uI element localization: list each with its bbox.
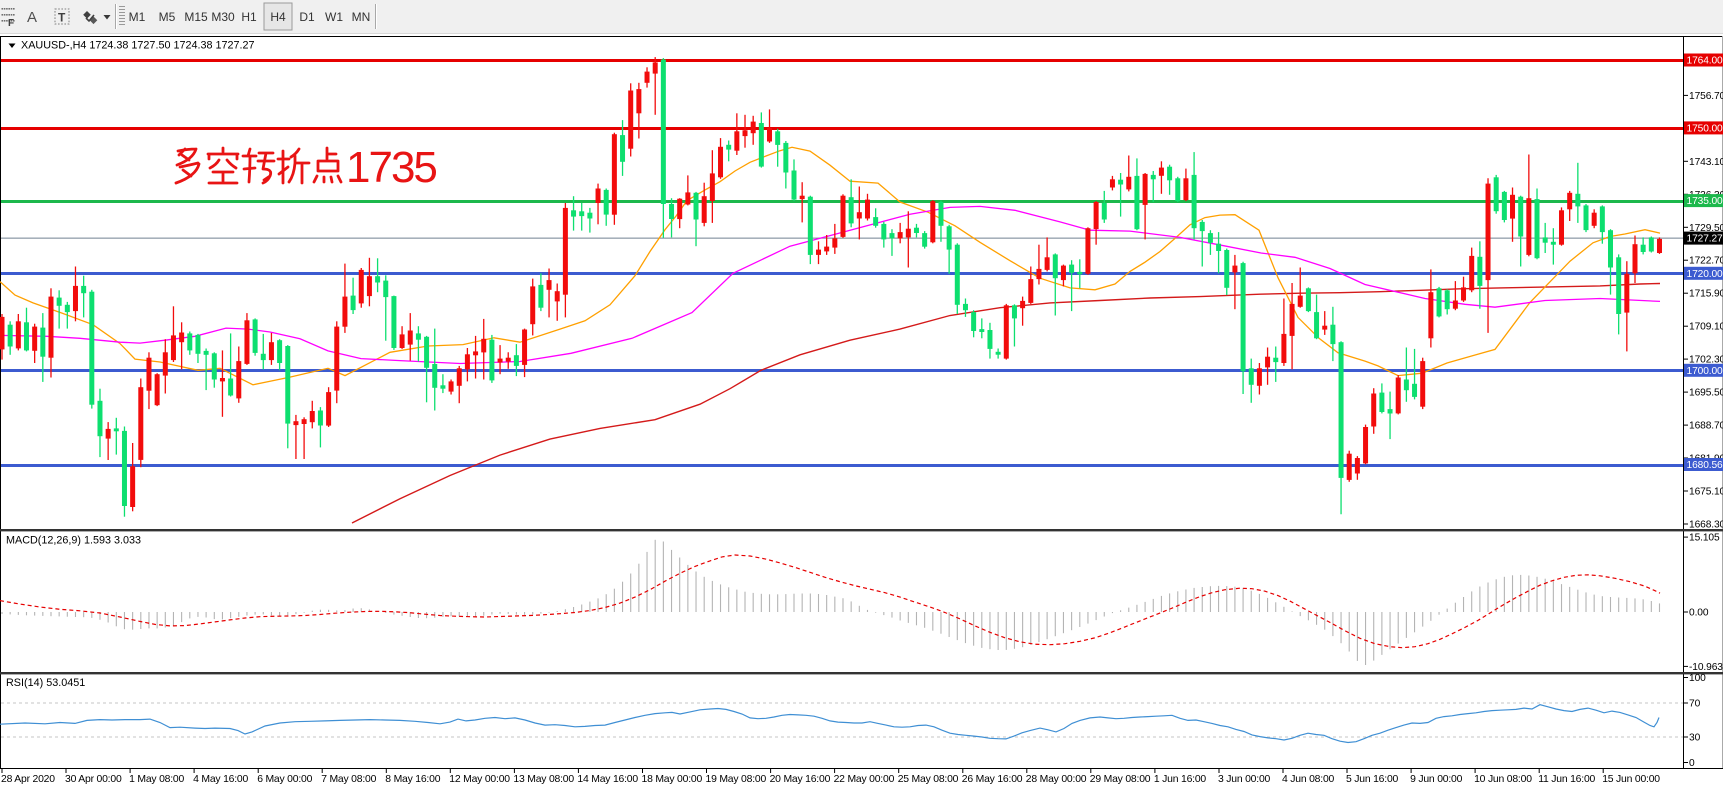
svg-text:M15: M15: [184, 10, 208, 24]
svg-text:13 May 08:00: 13 May 08:00: [513, 774, 574, 785]
svg-text:-10.963: -10.963: [1689, 662, 1723, 673]
svg-text:H1: H1: [241, 10, 257, 24]
svg-text:1675.10: 1675.10: [1689, 487, 1723, 498]
svg-text:1702.30: 1702.30: [1689, 355, 1723, 366]
svg-text:1715.90: 1715.90: [1689, 289, 1723, 300]
svg-text:15.105: 15.105: [1689, 533, 1720, 544]
svg-text:20 May 16:00: 20 May 16:00: [770, 774, 831, 785]
svg-text:100: 100: [1689, 673, 1706, 684]
svg-text:14 May 16:00: 14 May 16:00: [577, 774, 638, 785]
svg-text:1729.50: 1729.50: [1689, 223, 1723, 234]
svg-text:15 Jun 00:00: 15 Jun 00:00: [1602, 774, 1660, 785]
svg-text:28 May 00:00: 28 May 00:00: [1026, 774, 1087, 785]
svg-text:RSI(14) 53.0451: RSI(14) 53.0451: [6, 677, 85, 689]
svg-text:T: T: [58, 11, 66, 25]
svg-text:1750.00: 1750.00: [1687, 123, 1723, 134]
svg-text:70: 70: [1689, 699, 1701, 710]
svg-text:XAUUSD-,H4 1724.38 1727.50 17: XAUUSD-,H4 1724.38 1727.50 1724.38 1727.…: [21, 40, 255, 52]
svg-text:4 May 16:00: 4 May 16:00: [193, 774, 248, 785]
svg-text:1743.10: 1743.10: [1689, 157, 1723, 168]
svg-text:MACD(12,26,9) 1.593 3.033: MACD(12,26,9) 1.593 3.033: [6, 535, 141, 547]
svg-text:1 Jun 16:00: 1 Jun 16:00: [1154, 774, 1207, 785]
svg-text:5 Jun 16:00: 5 Jun 16:00: [1346, 774, 1399, 785]
svg-text:1680.56: 1680.56: [1687, 460, 1723, 471]
svg-text:1709.10: 1709.10: [1689, 322, 1723, 333]
svg-text:30 Apr 00:00: 30 Apr 00:00: [65, 774, 122, 785]
svg-text:M1: M1: [129, 10, 146, 24]
svg-text:1688.70: 1688.70: [1689, 421, 1723, 432]
svg-text:M30: M30: [211, 10, 235, 24]
svg-text:4 Jun 08:00: 4 Jun 08:00: [1282, 774, 1335, 785]
svg-text:30: 30: [1689, 733, 1701, 744]
svg-text:9 Jun 00:00: 9 Jun 00:00: [1410, 774, 1463, 785]
svg-text:10 Jun 08:00: 10 Jun 08:00: [1474, 774, 1532, 785]
svg-text:W1: W1: [325, 10, 343, 24]
svg-text:1720.00: 1720.00: [1687, 269, 1723, 280]
svg-text:19 May 08:00: 19 May 08:00: [706, 774, 767, 785]
svg-text:1 May 08:00: 1 May 08:00: [129, 774, 184, 785]
svg-text:1727.27: 1727.27: [1687, 234, 1723, 245]
svg-text:1700.00: 1700.00: [1687, 366, 1723, 377]
svg-text:1735.00: 1735.00: [1687, 196, 1723, 207]
svg-text:H4: H4: [270, 10, 286, 24]
svg-text:1764.00: 1764.00: [1687, 56, 1723, 67]
svg-text:12 May 00:00: 12 May 00:00: [449, 774, 510, 785]
svg-text:8 May 16:00: 8 May 16:00: [385, 774, 440, 785]
svg-text:F: F: [8, 18, 14, 29]
svg-text:28 Apr 2020: 28 Apr 2020: [1, 774, 55, 785]
svg-text:3 Jun 00:00: 3 Jun 00:00: [1218, 774, 1271, 785]
svg-text:7 May 08:00: 7 May 08:00: [321, 774, 376, 785]
svg-text:29 May 08:00: 29 May 08:00: [1090, 774, 1151, 785]
svg-text:1735: 1735: [346, 143, 436, 192]
svg-text:25 May 08:00: 25 May 08:00: [898, 774, 959, 785]
svg-text:1668.30: 1668.30: [1689, 520, 1723, 531]
svg-text:18 May 00:00: 18 May 00:00: [642, 774, 703, 785]
svg-text:MN: MN: [352, 10, 371, 24]
svg-text:0.00: 0.00: [1689, 608, 1709, 619]
svg-text:A: A: [27, 9, 37, 26]
svg-text:1722.70: 1722.70: [1689, 256, 1723, 267]
svg-text:6 May 00:00: 6 May 00:00: [257, 774, 312, 785]
svg-text:1756.70: 1756.70: [1689, 91, 1723, 102]
svg-text:M5: M5: [159, 10, 176, 24]
svg-text:0: 0: [1689, 758, 1695, 769]
svg-text:26 May 16:00: 26 May 16:00: [962, 774, 1023, 785]
svg-text:11 Jun 16:00: 11 Jun 16:00: [1538, 774, 1595, 785]
svg-text:D1: D1: [299, 10, 315, 24]
svg-text:1695.50: 1695.50: [1689, 388, 1723, 399]
svg-text:22 May 00:00: 22 May 00:00: [834, 774, 895, 785]
